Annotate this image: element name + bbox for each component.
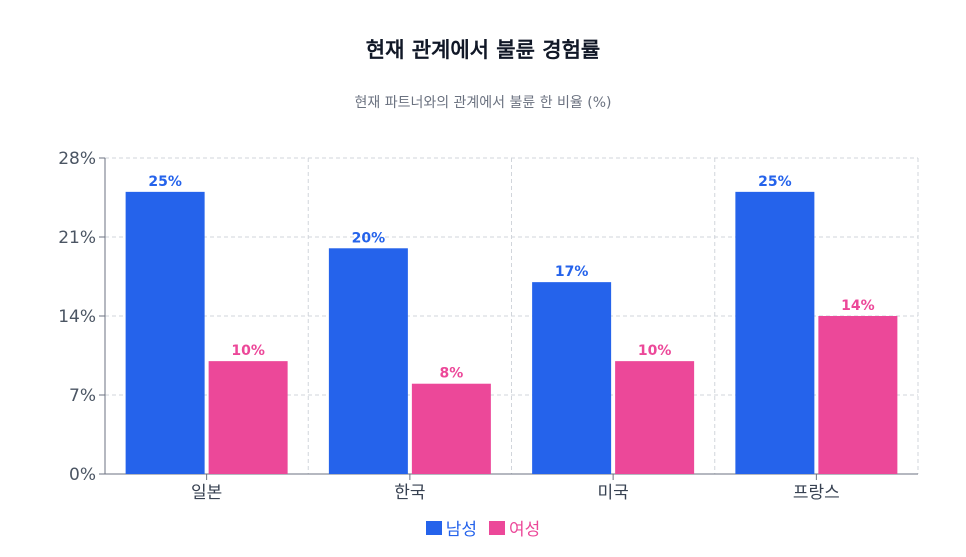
bar-male bbox=[328, 248, 408, 474]
data-label: 17% bbox=[555, 264, 589, 280]
legend-swatch-male bbox=[425, 520, 442, 535]
data-label: 10% bbox=[231, 343, 265, 359]
bar-female bbox=[818, 316, 898, 474]
bar-female bbox=[208, 361, 288, 474]
y-tick-label: 0% bbox=[69, 465, 96, 485]
data-label: 25% bbox=[758, 174, 792, 190]
data-label: 10% bbox=[638, 343, 672, 359]
legend-item-male[interactable]: 남성 bbox=[425, 515, 477, 540]
y-tick-label: 21% bbox=[58, 228, 96, 248]
bar-male bbox=[735, 191, 815, 474]
legend-label-male: 남성 bbox=[445, 520, 477, 540]
bars bbox=[125, 191, 898, 474]
y-tick-label: 7% bbox=[69, 386, 96, 406]
x-tick-label: 프랑스 bbox=[793, 483, 840, 503]
x-tick-label: 미국 bbox=[597, 483, 628, 503]
bar-male bbox=[125, 191, 205, 474]
x-tick-label: 일본 bbox=[191, 483, 222, 503]
data-labels: 25% 10% 20% 8% 17% 10% 25% 14% bbox=[148, 174, 874, 382]
bar-female bbox=[411, 383, 491, 474]
chart-title: 현재 관계에서 불륜 경험률 bbox=[365, 38, 601, 62]
legend-label-female: 여성 bbox=[509, 520, 541, 540]
y-tick-label: 28% bbox=[58, 149, 96, 169]
legend: 남성 여성 bbox=[0, 515, 966, 540]
legend-item-female[interactable]: 여성 bbox=[489, 515, 540, 540]
bar-male bbox=[532, 282, 612, 474]
legend-swatch-female bbox=[489, 520, 505, 535]
data-label: 8% bbox=[439, 366, 463, 382]
data-label: 20% bbox=[352, 230, 386, 246]
x-tick-label: 한국 bbox=[394, 483, 425, 503]
data-label: 14% bbox=[841, 298, 875, 314]
y-tick-label: 14% bbox=[58, 307, 96, 327]
chart-subtitle: 현재 파트너와의 관계에서 불륜 한 비율 (%) bbox=[354, 95, 612, 111]
data-label: 25% bbox=[148, 174, 182, 190]
bar-female bbox=[615, 361, 695, 474]
